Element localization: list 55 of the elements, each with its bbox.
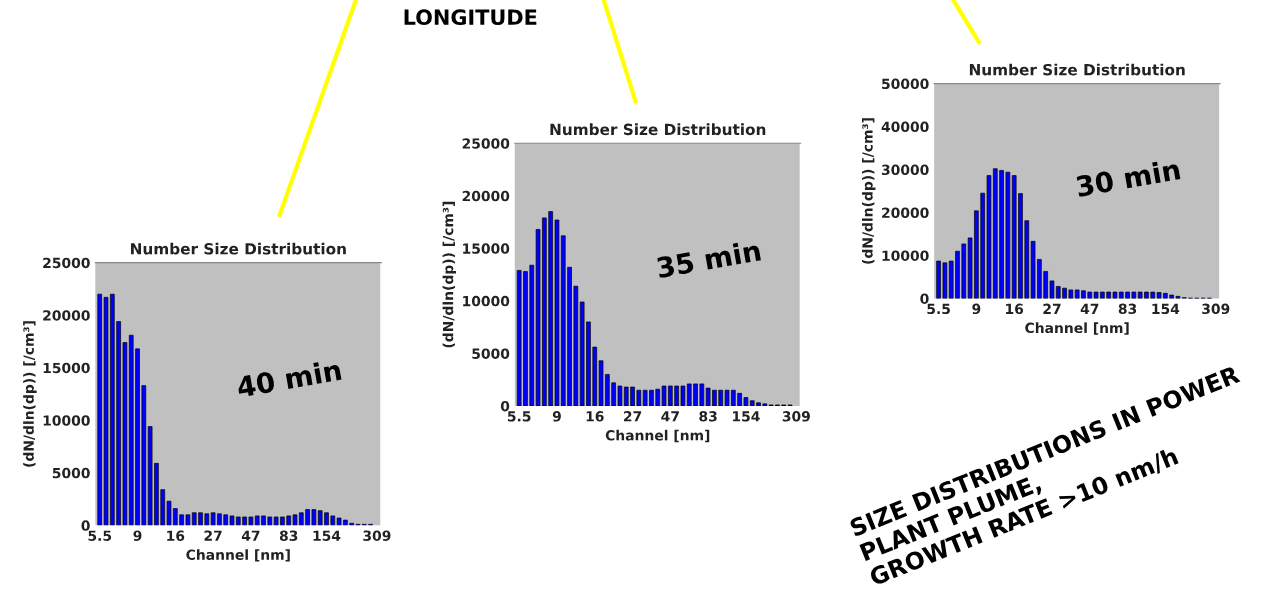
- x-tick-label: 5.5: [88, 530, 112, 541]
- y-axis-title: (dN/dln(dp)) [/cm³]: [862, 118, 876, 264]
- y-tick-label: 25000: [462, 138, 510, 149]
- annotation: 35 min: [656, 239, 761, 279]
- annotation: 30 min: [1075, 158, 1181, 198]
- chart-title: Number Size Distribution: [969, 63, 1185, 76]
- chart-title: Number Size Distribution: [550, 123, 766, 136]
- chart-title: Number Size Distribution: [131, 242, 346, 255]
- x-tick-label: 5.5: [927, 303, 950, 315]
- y-tick-label: 30000: [881, 164, 929, 176]
- y-tick-label: 10000: [882, 250, 929, 261]
- x-tick-label: 47: [1080, 303, 1099, 314]
- x-tick-label: 9: [133, 530, 142, 541]
- x-tick-label: 9: [972, 303, 981, 315]
- x-tick-label: 27: [1043, 303, 1061, 314]
- x-tick-label: 47: [661, 411, 679, 422]
- y-tick-label: 10000: [463, 295, 510, 307]
- y-tick-label: 40000: [881, 121, 929, 133]
- x-tick-label: 83: [1118, 303, 1137, 315]
- x-axis-title: Channel [nm]: [186, 549, 290, 562]
- x-axis-title: Channel [nm]: [1025, 322, 1129, 335]
- y-tick-label: 15000: [43, 362, 90, 374]
- x-axis-title: Channel [nm]: [605, 429, 710, 443]
- y-tick-label: 50000: [882, 78, 929, 90]
- x-tick-label: 27: [623, 411, 642, 422]
- x-tick-label: 154: [1152, 303, 1180, 315]
- x-tick-label: 16: [167, 530, 185, 541]
- y-tick-label: 5000: [52, 467, 90, 479]
- text: LONGITUDE: [404, 9, 537, 26]
- x-tick-label: 154: [733, 411, 760, 422]
- x-tick-label: 16: [586, 411, 604, 422]
- y-tick-label: 0: [920, 293, 929, 304]
- y-tick-label: 20000: [43, 310, 90, 321]
- y-tick-label: 0: [81, 520, 90, 531]
- x-tick-label: 309: [782, 411, 810, 422]
- x-tick-label: 83: [699, 411, 717, 422]
- y-tick-label: 25000: [43, 257, 90, 269]
- y-tick-label: 20000: [462, 190, 510, 202]
- x-tick-label: 47: [241, 530, 260, 541]
- x-tick-label: 309: [1202, 303, 1230, 315]
- x-tick-label: 16: [1006, 303, 1024, 315]
- y-tick-label: 5000: [472, 348, 510, 359]
- x-tick-label: 9: [552, 411, 561, 422]
- x-tick-label: 5.5: [507, 411, 531, 422]
- y-tick-label: 0: [500, 400, 510, 412]
- y-axis-title: (dN/dln(dp)) [/cm³]: [23, 321, 37, 467]
- x-tick-label: 154: [313, 530, 341, 541]
- x-tick-label: 83: [279, 530, 298, 541]
- x-tick-label: 309: [363, 530, 391, 541]
- y-tick-label: 15000: [463, 243, 510, 254]
- y-tick-label: 20000: [882, 207, 929, 219]
- annotation: 40 min: [236, 358, 342, 398]
- y-axis-title: (dN/dln(dp)) [/cm³]: [442, 201, 457, 348]
- y-tick-label: 10000: [43, 415, 90, 426]
- x-tick-label: 27: [204, 530, 222, 541]
